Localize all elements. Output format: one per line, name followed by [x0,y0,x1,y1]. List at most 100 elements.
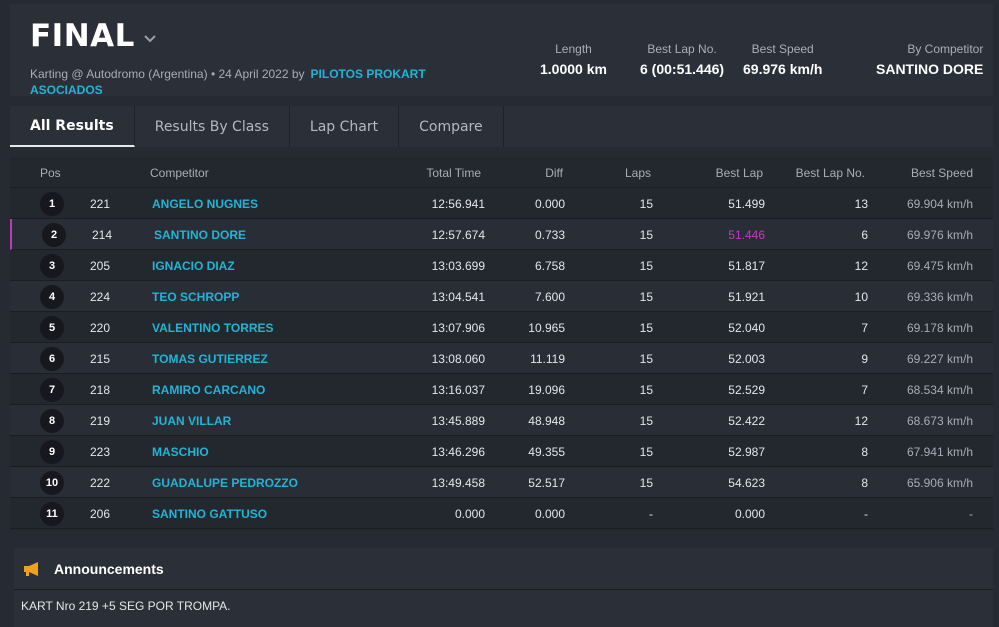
best-speed: - [969,507,973,521]
table-row[interactable]: 6 215 TOMAS GUTIERREZ 13:08.060 11.119 15 52.0… [10,343,993,374]
best-lap-no: 7 [861,383,868,397]
best-lap-no: 6 [861,228,868,242]
best-speed: 65.906 km/h [906,476,973,490]
chevron-down-icon[interactable] [143,32,157,46]
organizer-link[interactable]: PILOTOS PROKART ASOCIADOS [30,67,426,97]
diff: 48.948 [528,414,565,428]
laps: 15 [639,352,653,366]
best-speed: 69.976 km/h [906,228,973,242]
position-badge: 3 [40,254,64,278]
stat-length: Length 1.0000 km [540,42,607,77]
competitor-link[interactable]: ANGELO NUGNES [152,197,259,211]
competitor-link[interactable]: JUAN VILLAR [152,414,232,428]
kart-number: 218 [90,383,111,397]
total-time: 13:16.037 [431,383,485,397]
total-time: 13:46.296 [431,445,485,459]
best-lap-no: 13 [854,197,868,211]
table-header: Pos Competitor Total Time Diff Laps Best… [10,157,993,188]
laps: 15 [639,197,653,211]
table-row[interactable]: 10 222 GUADALUPE PEDROZZO 13:49.458 52.517 15… [10,467,993,498]
best-lap-no: 10 [854,290,868,304]
diff: 0.000 [534,197,565,211]
kart-number: 219 [90,414,111,428]
announcement-text: KART Nro 219 +5 SEG POR TROMPA. [21,599,231,613]
best-lap: 51.921 [728,290,765,304]
diff: 0.000 [534,507,565,521]
best-lap-no: 8 [861,445,868,459]
table-row[interactable]: 11 206 SANTINO GATTUSO 0.000 0.000 - 0.000 - - [10,498,993,529]
diff: 19.096 [528,383,565,397]
best-lap: 51.817 [728,259,765,273]
stat-best-lap-no: Best Lap No. 6 (00:51.446) [640,42,725,77]
laps: 15 [639,445,653,459]
table-row[interactable]: 5 220 VALENTINO TORRES 13:07.906 10.965 15 52.… [10,312,993,343]
total-time: 0.000 [454,507,485,521]
position-badge: 5 [40,316,64,340]
table-row[interactable]: 7 218 RAMIRO CARCANO 13:16.037 19.096 15 52.52… [10,374,993,405]
kart-number: 215 [90,352,111,366]
diff: 52.517 [528,476,565,490]
kart-number: 221 [90,197,111,211]
best-lap-no: 9 [861,352,868,366]
competitor-link[interactable]: RAMIRO CARCANO [152,383,266,397]
competitor-link[interactable]: SANTINO DORE [154,228,247,242]
total-time: 13:45.889 [431,414,485,428]
position-badge: 2 [42,223,66,247]
stat-by-competitor: By Competitor SANTINO DORE [876,42,984,77]
table-row[interactable]: 9 223 MASCHIO 13:46.296 49.355 15 52.987 8 67.94… [10,436,993,467]
best-lap-no: 8 [861,476,868,490]
announcements-panel: Announcements KART Nro 219 +5 SEG POR TR… [14,548,993,627]
diff: 11.119 [530,352,565,366]
table-row[interactable]: 1 221 ANGELO NUGNES 12:56.941 0.000 15 51.499 1… [10,188,993,219]
stat-best-speed: Best Speed 69.976 km/h [743,42,823,77]
table-row[interactable]: 8 219 JUAN VILLAR 13:45.889 48.948 15 52.422 12… [10,405,993,436]
best-lap: 51.499 [728,197,765,211]
tab-all-results[interactable]: All Results [10,106,135,147]
tab-lap-chart[interactable]: Lap Chart [290,106,400,147]
best-lap: 0.000 [734,507,765,521]
best-speed: 69.475 km/h [906,259,973,273]
kart-number: 224 [90,290,111,304]
competitor-link[interactable]: IGNACIO DIAZ [152,259,235,273]
competitor-link[interactable]: TEO SCHROPP [152,290,240,304]
best-speed: 68.673 km/h [906,414,973,428]
announcements-title: Announcements [54,560,164,577]
best-lap: 52.987 [728,445,765,459]
megaphone-icon [24,561,38,576]
diff: 6.758 [534,259,565,273]
diff: 49.355 [528,445,565,459]
total-time: 13:04.541 [431,290,485,304]
competitor-link[interactable]: VALENTINO TORRES [152,321,274,335]
best-lap: 51.446 [728,228,765,242]
position-badge: 8 [40,409,64,433]
table-row[interactable]: 2 214 SANTINO DORE 12:57.674 0.733 15 51.446 6 6… [10,219,993,250]
page-title: FINAL [30,18,135,54]
competitor-link[interactable]: MASCHIO [152,445,209,459]
laps: 15 [639,383,653,397]
laps: 15 [639,476,653,490]
best-speed: 69.178 km/h [906,321,973,335]
tab-results-by-class[interactable]: Results By Class [135,106,290,147]
best-lap: 52.529 [728,383,765,397]
competitor-link[interactable]: GUADALUPE PEDROZZO [152,476,299,490]
table-row[interactable]: 3 205 IGNACIO DIAZ 13:03.699 6.758 15 51.817 12… [10,250,993,281]
table-row[interactable]: 4 224 TEO SCHROPP 13:04.541 7.600 15 51.921 10 6… [10,281,993,312]
competitor-link[interactable]: SANTINO GATTUSO [152,507,268,521]
best-lap-no: 7 [861,321,868,335]
best-lap: 52.422 [728,414,765,428]
results-tabs: All Results Results By Class Lap Chart C… [10,106,993,147]
position-badge: 1 [40,192,64,216]
diff: 7.600 [534,290,565,304]
best-lap: 52.040 [728,321,765,335]
competitor-link[interactable]: TOMAS GUTIERREZ [152,352,268,366]
position-badge: 11 [40,502,64,526]
position-badge: 4 [40,285,64,309]
position-badge: 9 [40,440,64,464]
position-badge: 6 [40,347,64,371]
total-time: 12:56.941 [431,197,485,211]
laps: 15 [639,321,653,335]
kart-number: 214 [92,228,113,242]
tab-compare[interactable]: Compare [399,106,504,147]
position-badge: 7 [40,378,64,402]
best-lap-no: 12 [854,414,868,428]
